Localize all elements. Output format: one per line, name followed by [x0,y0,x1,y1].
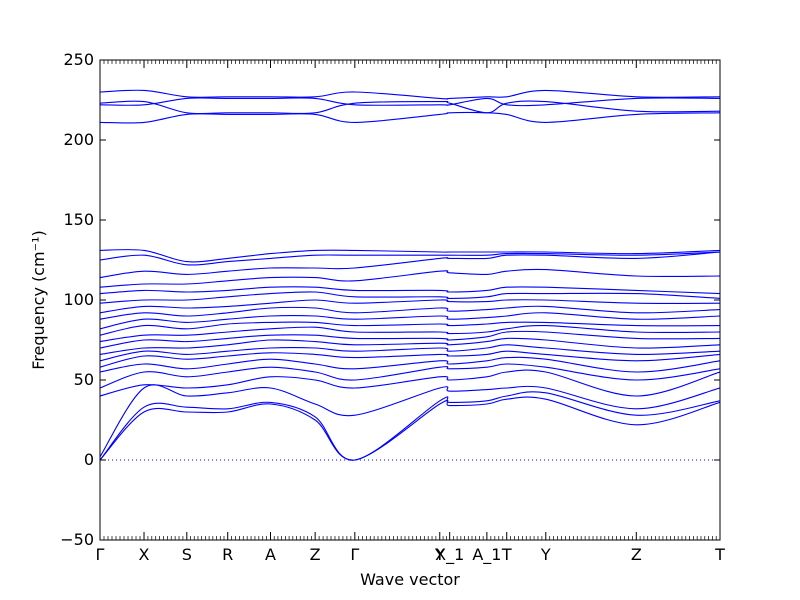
band-line-15 [100,299,720,314]
band-line-12 [100,321,720,336]
y-tick-label: 0 [84,450,94,469]
x-tick-label: S [182,545,192,564]
band-line-24 [100,100,720,115]
band-line-21 [100,249,720,263]
x-tick-label: R [222,545,233,564]
x-tick-label: Γ [350,545,359,564]
y-axis-ticks: −50 0 50 100 150 200 250 [60,50,720,549]
x-minor-ticks [103,60,717,540]
y-tick-label: 50 [74,370,94,389]
x-tick-label: A_1 [472,545,501,565]
band-line-6 [100,356,720,373]
band-line-17 [100,286,720,295]
x-axis-label: Wave vector [360,570,460,589]
y-axis-label: Frequency (cm⁻¹) [29,230,48,369]
y-tick-label: 250 [63,50,94,69]
band-line-4 [100,369,720,397]
x-tick-label: T [714,545,725,564]
band-line-16 [100,291,720,304]
y-tick-label: 150 [63,210,94,229]
x-tick-label: Y [434,545,445,564]
y-tick-label: 100 [63,290,94,309]
band-line-20 [100,251,720,266]
band-line-25 [100,89,720,100]
band-line-1 [100,396,720,461]
band-line-19 [100,251,720,279]
band-line-9 [100,337,720,355]
x-tick-label: X [139,545,150,564]
y-tick-label: −50 [60,530,94,549]
band-line-7 [100,350,720,368]
x-tick-label: Γ [96,545,105,564]
plot-frame [99,59,721,541]
x-axis-ticks: Γ X S R A Z Γ YX_1 A_1 T Y Z T [96,60,725,565]
x-tick-label: Z [310,545,321,564]
band-line-3 [100,384,720,458]
band-line-23 [100,97,720,107]
x-tick-label: Y [540,545,551,564]
band-line-2 [100,391,720,461]
x-tick-label: A [265,545,276,564]
band-line-18 [100,268,720,288]
band-line-5 [100,363,720,389]
x-tick-label: T [501,545,512,564]
y-tick-label: 200 [63,130,94,149]
band-line-13 [100,312,720,330]
x-tick-label: X_1 [435,545,464,565]
band-line-8 [100,344,720,362]
band-line-14 [100,305,720,320]
band-lines [100,89,720,461]
band-line-11 [100,324,720,343]
band-line-10 [100,330,720,349]
x-tick-label: Z [631,545,642,564]
